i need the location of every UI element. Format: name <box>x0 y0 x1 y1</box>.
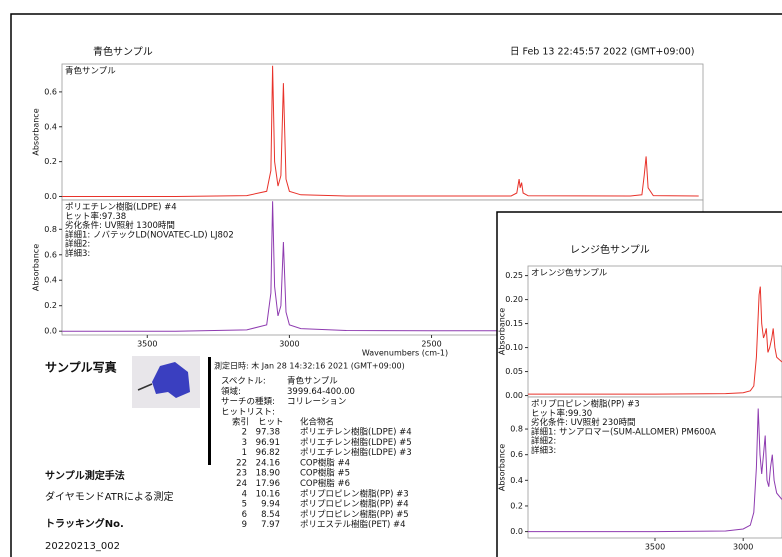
hit-name: COP樹脂 #5 <box>300 468 350 479</box>
y-tick-label: 0.0 <box>44 192 57 201</box>
hit-name: ポリプロピレン樹脂(PP) #3 <box>300 488 409 499</box>
y-tick-label: 0.4 <box>510 476 523 485</box>
method-label: サンプル測定手法 <box>45 469 125 482</box>
x-axis-label: Wavenumbers (cm-1) <box>362 349 448 358</box>
column-header: 索引 <box>232 417 249 428</box>
method: ダイヤモンドATRによる測定 <box>45 490 174 503</box>
hit-score: 8.54 <box>261 510 280 520</box>
hit-score: 18.90 <box>256 469 280 479</box>
search-date: 測定日時: 木 Jan 28 14:32:16 2021 (GMT+09:00) <box>214 361 405 371</box>
y-tick-label: 0.05 <box>505 367 523 376</box>
y-tick-label: 0.2 <box>510 501 523 510</box>
annotation: 詳細3: <box>531 445 556 456</box>
hit-index: 22 <box>236 458 247 468</box>
tracking: 20220213_002 <box>45 541 120 552</box>
x-tick-label: 3500 <box>137 340 157 349</box>
hit-name: ポリプロピレン樹脂(PP) #5 <box>300 509 409 520</box>
hit-score: 24.16 <box>256 458 280 468</box>
annotation: オレンジ色サンプル <box>531 268 608 279</box>
divider <box>208 357 211 465</box>
y-tick-label: 0.6 <box>44 250 57 259</box>
hit-name: ポリエチレン樹脂(LDPE) #4 <box>300 427 412 438</box>
hit-index: 24 <box>236 479 247 489</box>
tracking-label: トラッキングNo. <box>45 517 124 530</box>
hit-score: 97.38 <box>256 428 280 438</box>
x-tick-label: 3000 <box>279 340 299 349</box>
x-tick-label: 2500 <box>421 340 441 349</box>
y-axis-label: Absorbance <box>498 444 507 491</box>
column-header: ヒット <box>258 418 284 428</box>
y-tick-label: 0.8 <box>510 425 523 434</box>
photo-label: サンプル写真 <box>45 360 117 375</box>
field-value: コリレーション <box>287 397 346 407</box>
hit-score: 9.94 <box>261 500 280 510</box>
annotation: 詳細3: <box>65 248 90 259</box>
hit-score: 10.16 <box>256 489 280 499</box>
report: 青色サンプル 日 Feb 13 22:45:57 2022 (GMT+09:00… <box>0 0 782 557</box>
x-tick-label: 3000 <box>733 543 753 552</box>
y-tick-label: 0.00 <box>505 391 523 400</box>
field-label: スペクトル: <box>221 377 266 387</box>
y-tick-label: 0.15 <box>505 319 523 328</box>
hit-index: 3 <box>242 438 247 448</box>
hit-index: 2 <box>242 428 247 438</box>
field-label: サーチの種類: <box>221 396 275 407</box>
y-tick-label: 0.10 <box>505 343 523 352</box>
y-tick-label: 0.25 <box>505 271 523 280</box>
y-axis-label: Absorbance <box>32 108 41 155</box>
plot-area <box>62 64 703 200</box>
hit-score: 96.82 <box>256 448 280 458</box>
y-tick-label: 0.4 <box>44 276 57 285</box>
hit-index: 6 <box>242 510 247 520</box>
field-label: 領域: <box>221 386 241 397</box>
hit-name: ポリエチレン樹脂(LDPE) #3 <box>300 447 412 458</box>
hit-index: 5 <box>242 500 247 510</box>
hit-name: ポリエチレン樹脂(LDPE) #5 <box>300 437 412 448</box>
y-tick-label: 0.8 <box>44 225 57 234</box>
y-axis-label: Absorbance <box>498 308 507 355</box>
annotation: 青色サンプル <box>65 66 116 77</box>
annotation: 詳細1: ノバテックLD(NOVATEC-LD) LJ802 <box>65 229 234 240</box>
hit-index: 4 <box>242 489 247 499</box>
hit-score: 17.96 <box>256 479 280 489</box>
y-tick-label: 0.2 <box>44 157 57 166</box>
hit-name: COP樹脂 #6 <box>300 478 350 489</box>
hitlist-label: ヒットリスト: <box>221 408 275 418</box>
column-header: 化合物名 <box>300 417 334 428</box>
field-value: 青色サンプル <box>287 376 338 387</box>
hit-score: 96.91 <box>256 438 280 448</box>
y-tick-label: 0.0 <box>510 527 523 536</box>
hit-index: 23 <box>236 469 247 479</box>
y-tick-label: 0.6 <box>44 87 57 96</box>
plot-area <box>528 266 782 397</box>
y-tick-label: 0.4 <box>44 122 57 131</box>
hit-index: 9 <box>242 520 247 530</box>
annotation: 詳細1: サンアロマー(SUM-ALLOMER) PM600A <box>531 426 716 437</box>
y-axis-label: Absorbance <box>32 244 41 291</box>
hit-index: 1 <box>242 448 247 458</box>
y-tick-label: 0.0 <box>44 327 57 336</box>
x-tick-label: 3500 <box>645 543 665 552</box>
hit-score: 7.97 <box>261 520 280 530</box>
hit-name: COP樹脂 #4 <box>300 457 350 468</box>
date: 日 Feb 13 22:45:57 2022 (GMT+09:00) <box>510 47 694 58</box>
sample-title: 青色サンプル <box>93 45 153 58</box>
overlay-title: レンジ色サンプル <box>570 243 650 256</box>
hit-name: ポリプロピレン樹脂(PP) #4 <box>300 499 409 510</box>
y-tick-label: 0.20 <box>505 295 523 304</box>
y-tick-label: 0.6 <box>510 450 523 459</box>
hit-name: ポリエステル樹脂(PET) #4 <box>300 519 406 530</box>
field-value: 3999.64-400.00 <box>287 387 355 397</box>
y-tick-label: 0.2 <box>44 301 57 310</box>
